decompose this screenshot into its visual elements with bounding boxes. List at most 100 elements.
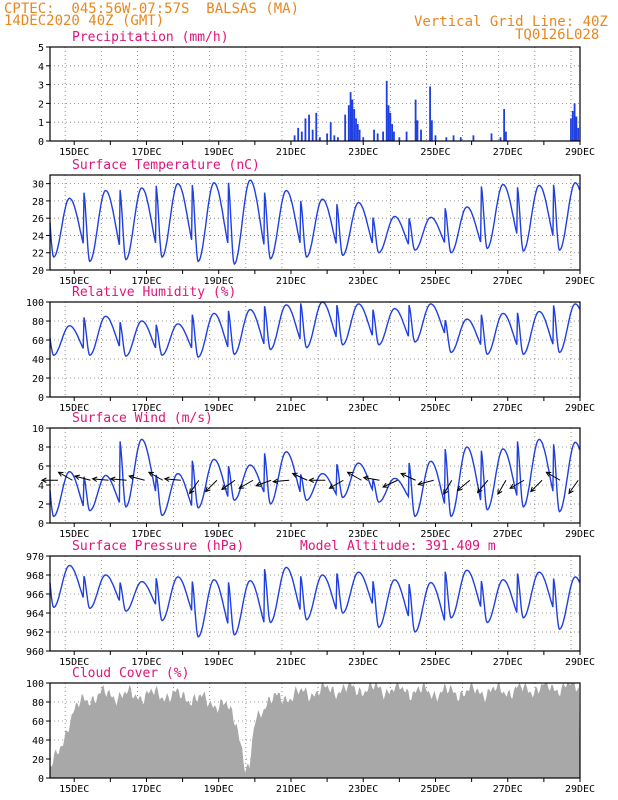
- panel-5-xtick-label: 15DEC: [59, 657, 89, 668]
- wind-arrow: [457, 479, 471, 491]
- panel-1-ytick-label: 5: [38, 43, 44, 54]
- panel-1-xtick-label: 19DEC: [204, 147, 234, 158]
- wind-arrow-head: [545, 471, 552, 477]
- panel-4-series-line: [49, 438, 581, 518]
- panel-6-title: Cloud Cover (%): [72, 666, 189, 681]
- precip-bar: [382, 131, 385, 141]
- panel-4-ytick-label: 0: [38, 519, 44, 530]
- precip-bar: [333, 135, 336, 141]
- panel-4-xtick-label: 25DEC: [420, 529, 450, 540]
- panel-2-xtick-label: 25DEC: [420, 276, 450, 287]
- panel-5-ytick-label: 964: [26, 609, 44, 620]
- panel-3-series-line: [49, 301, 581, 358]
- wind-arrow: [92, 478, 109, 481]
- wind-arrow: [568, 479, 579, 494]
- wind-arrow-head: [221, 484, 227, 491]
- precip-bar: [459, 137, 462, 141]
- precip-bar: [499, 137, 502, 141]
- wind-arrow-head: [456, 485, 463, 492]
- panel-4-xtick-label: 23DEC: [348, 529, 378, 540]
- wind-arrow-head: [272, 478, 279, 484]
- wind-arrow: [273, 479, 290, 483]
- precip-bar: [376, 133, 379, 141]
- precip-bar: [351, 99, 354, 141]
- panel-4-ytick-label: 2: [38, 500, 44, 511]
- panel-5-xtick-label: 17DEC: [131, 657, 161, 668]
- panel-3-ytick-label: 80: [32, 317, 44, 328]
- panel-6-ytick-label: 40: [32, 736, 44, 747]
- wind-arrow: [148, 471, 163, 481]
- wind-arrow-head: [163, 476, 170, 482]
- panel-3-frame: [49, 301, 581, 398]
- panel-1-xtick-label: 25DEC: [420, 147, 450, 158]
- precip-bar: [387, 105, 390, 141]
- panel-3-xtick-label: 23DEC: [348, 403, 378, 414]
- panel-2-xtick-label: 17DEC: [131, 276, 161, 287]
- panel-6-xtick-label: 21DEC: [276, 784, 306, 795]
- panel-4-xtick-label: 19DEC: [204, 529, 234, 540]
- precip-bar: [445, 137, 448, 141]
- panel-2-ytick-label: 22: [32, 249, 44, 260]
- precip-bar: [373, 129, 375, 141]
- wind-arrow-head: [91, 476, 98, 482]
- header-run-time: 14DEC2020 40Z (GMT): [4, 13, 165, 29]
- precip-bar: [570, 118, 572, 141]
- precip-bar: [575, 116, 578, 141]
- panel-5-xtick-label: 27DEC: [493, 657, 523, 668]
- wind-arrow-head: [509, 483, 516, 489]
- panel-4-ytick-label: 8: [38, 443, 44, 454]
- panel-6-xtick-label: 19DEC: [204, 784, 234, 795]
- panel-6-xtick-label: 25DEC: [420, 784, 450, 795]
- panel-6-xtick-label: 29DEC: [565, 784, 595, 795]
- precip-bar: [420, 129, 422, 141]
- panel-5-xtick-label: 19DEC: [204, 657, 234, 668]
- panel-3-xtick-label: 29DEC: [565, 403, 595, 414]
- panel-2-title: Surface Temperature (nC): [72, 158, 260, 173]
- panel-5-ytick-label: 962: [26, 628, 44, 639]
- precip-bar: [398, 137, 401, 141]
- wind-arrow: [189, 479, 200, 494]
- panel-3-ytick-label: 60: [32, 336, 44, 347]
- precip-bar: [353, 109, 356, 141]
- precip-bar: [503, 109, 506, 141]
- wind-arrow: [58, 471, 73, 481]
- header-code: TQ0126L028: [515, 27, 600, 43]
- panel-4-ytick-label: 6: [38, 462, 44, 473]
- wind-arrow-head: [400, 472, 407, 478]
- panel-1-ytick-label: 3: [38, 81, 44, 92]
- wind-arrow: [530, 479, 543, 492]
- precip-bar: [385, 80, 388, 141]
- panel-2-ytick-label: 20: [32, 266, 44, 277]
- panel-2-ytick-label: 28: [32, 197, 44, 208]
- precip-bar: [452, 135, 455, 141]
- panel-3-xtick-label: 21DEC: [276, 403, 306, 414]
- wind-arrow: [205, 479, 218, 492]
- wind-arrow-head: [204, 486, 211, 493]
- precip-bar: [326, 133, 329, 141]
- panel-4-xtick-label: 27DEC: [493, 529, 523, 540]
- wind-arrow: [129, 475, 145, 481]
- wind-arrow: [509, 479, 525, 489]
- panel-4-ytick-label: 4: [38, 481, 44, 492]
- precip-bar: [472, 135, 475, 141]
- wind-arrow-head: [530, 486, 536, 493]
- precip-bar: [430, 120, 433, 141]
- precip-bar: [344, 114, 347, 141]
- wind-arrow: [477, 479, 489, 493]
- panel-3-ytick-label: 20: [32, 374, 44, 385]
- panel-3-xtick-label: 17DEC: [131, 403, 161, 414]
- panel-5-title: Surface Pressure (hPa): [72, 539, 244, 554]
- panel-1-xtick-label: 23DEC: [348, 147, 378, 158]
- panel-5-ytick-label: 968: [26, 571, 44, 582]
- precip-bar: [337, 137, 339, 141]
- precip-bar: [416, 120, 419, 141]
- panel-6-xtick-label: 15DEC: [59, 784, 89, 795]
- panel-2-xtick-label: 15DEC: [59, 276, 89, 287]
- precip-bar: [362, 137, 365, 141]
- precip-bar: [308, 114, 310, 141]
- precip-bar: [571, 110, 574, 141]
- wind-arrow-head: [40, 477, 47, 483]
- panel-1-xtick-label: 29DEC: [565, 147, 595, 158]
- panel-3-xtick-label: 25DEC: [420, 403, 450, 414]
